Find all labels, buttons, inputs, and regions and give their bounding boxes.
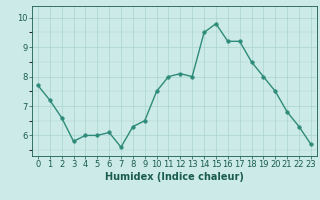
X-axis label: Humidex (Indice chaleur): Humidex (Indice chaleur) (105, 172, 244, 182)
